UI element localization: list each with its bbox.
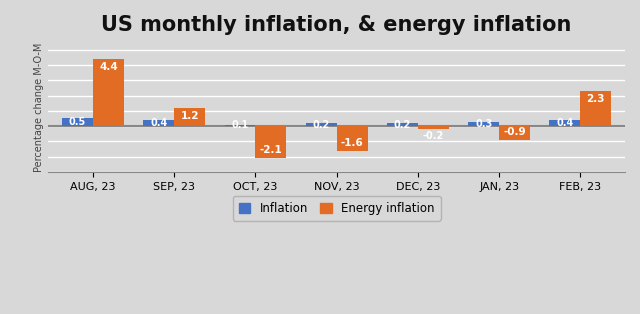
Bar: [337, 126, 367, 151]
Bar: [499, 126, 530, 140]
Bar: [255, 126, 286, 158]
Text: 0.2: 0.2: [394, 120, 411, 130]
Title: US monthly inflation, & energy inflation: US monthly inflation, & energy inflation: [102, 15, 572, 35]
Text: 4.4: 4.4: [99, 62, 118, 72]
Bar: [387, 123, 418, 126]
Bar: [62, 118, 93, 126]
Text: 0.2: 0.2: [312, 120, 330, 130]
Bar: [225, 125, 255, 126]
Bar: [468, 122, 499, 126]
Bar: [143, 120, 174, 126]
Bar: [418, 126, 449, 129]
Text: 1.2: 1.2: [180, 111, 199, 121]
Bar: [580, 91, 611, 126]
Bar: [306, 123, 337, 126]
Bar: [93, 59, 124, 126]
Text: -0.9: -0.9: [503, 127, 526, 137]
Bar: [550, 120, 580, 126]
Legend: Inflation, Energy inflation: Inflation, Energy inflation: [233, 196, 441, 221]
Text: -1.6: -1.6: [340, 138, 364, 148]
Text: 0.4: 0.4: [556, 118, 573, 128]
Text: 0.4: 0.4: [150, 118, 168, 128]
Y-axis label: Percentage change M-O-M: Percentage change M-O-M: [34, 42, 44, 172]
Text: -2.1: -2.1: [260, 145, 282, 155]
Text: 2.3: 2.3: [586, 94, 605, 104]
Text: 0.3: 0.3: [475, 119, 492, 129]
Text: 0.1: 0.1: [232, 120, 249, 130]
Bar: [174, 108, 205, 126]
Text: -0.2: -0.2: [422, 131, 444, 141]
Text: 0.5: 0.5: [69, 117, 86, 127]
